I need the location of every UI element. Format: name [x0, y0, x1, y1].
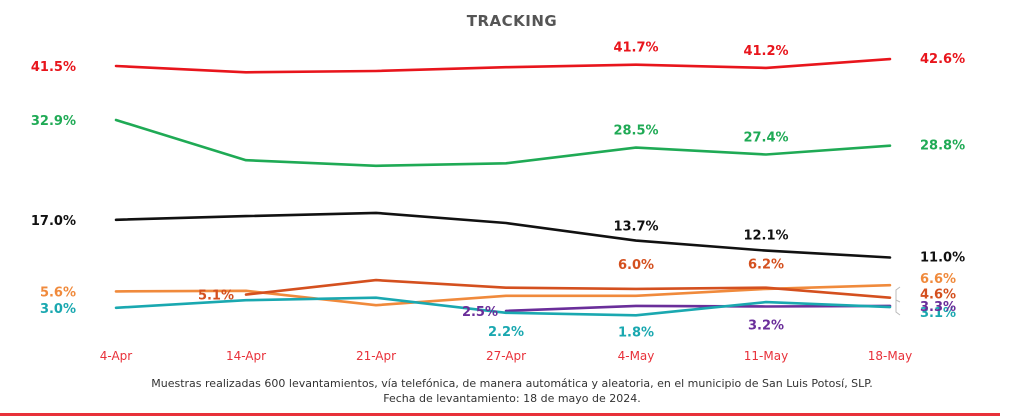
footnote-date: Fecha de levantamiento: 18 de mayo de 20… [383, 392, 641, 405]
label-bracket [895, 286, 901, 316]
series-line-green [114, 118, 892, 168]
data-label: 3.0% [40, 302, 76, 317]
data-label: 6.0% [618, 258, 654, 273]
data-label: 11.0% [920, 251, 965, 266]
series-line-purple [504, 304, 892, 313]
series-line-red [114, 57, 892, 74]
data-label: 5.1% [198, 289, 234, 304]
data-label: 41.5% [31, 60, 76, 75]
series-line-black [114, 211, 892, 259]
data-label: 3.2% [748, 319, 784, 334]
data-label: 3.3% [920, 300, 956, 315]
data-label: 6.2% [748, 258, 784, 273]
data-label: 42.6% [920, 52, 965, 67]
data-label: 6.6% [920, 272, 956, 287]
x-tick-label: 11-May [744, 349, 788, 363]
data-label: 17.0% [31, 214, 76, 229]
data-label: 41.2% [743, 44, 788, 59]
data-label: 1.8% [618, 325, 654, 340]
data-label: 3.1% [920, 306, 956, 321]
data-label: 2.5% [462, 305, 498, 320]
data-label: 41.7% [613, 41, 658, 56]
footnote-methodology: Muestras realizadas 600 levantamientos, … [151, 377, 873, 390]
x-tick-label: 4-Apr [100, 349, 133, 363]
data-label: 5.6% [40, 285, 76, 300]
data-label: 32.9% [31, 114, 76, 129]
data-label: 27.4% [743, 131, 788, 146]
bottom-divider [0, 413, 1000, 416]
data-label: 28.8% [920, 139, 965, 154]
x-tick-label: 18-May [868, 349, 912, 363]
data-label: 4.6% [920, 288, 956, 303]
data-label: 13.7% [613, 220, 658, 235]
footnote: Muestras realizadas 600 levantamientos, … [0, 376, 1024, 406]
series-line-dark-orange [244, 278, 892, 299]
chart-title: TRACKING [466, 12, 558, 30]
x-tick-label: 4-May [618, 349, 655, 363]
data-label: 2.2% [488, 325, 524, 340]
data-label: 28.5% [613, 124, 658, 139]
x-tick-label: 27-Apr [486, 349, 526, 363]
data-label: 12.1% [743, 229, 788, 244]
x-tick-label: 21-Apr [356, 349, 396, 363]
series-line-teal [114, 296, 892, 317]
x-tick-label: 14-Apr [226, 349, 266, 363]
